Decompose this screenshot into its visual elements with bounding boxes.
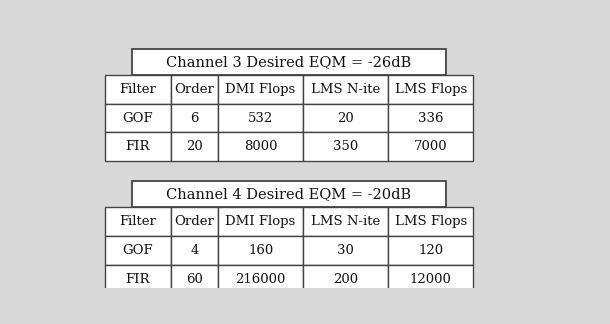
Bar [171,265,218,293]
Bar [171,104,218,133]
Text: FIR: FIR [126,140,150,153]
Text: DMI Flops: DMI Flops [226,83,296,96]
Bar [105,104,171,133]
Bar [105,207,171,236]
Text: FIR: FIR [126,272,150,285]
Text: GOF: GOF [123,111,153,125]
Text: Order: Order [174,215,214,228]
Bar [303,133,388,161]
Bar [303,104,388,133]
Text: 336: 336 [418,111,443,125]
Bar [218,133,303,161]
Text: Filter: Filter [120,83,156,96]
Text: 350: 350 [333,140,358,153]
Bar [388,265,473,293]
Text: Filter: Filter [120,215,156,228]
Bar [388,133,473,161]
Bar [388,75,473,104]
Bar [388,207,473,236]
Text: 120: 120 [418,244,443,257]
Text: 216000: 216000 [235,272,286,285]
Bar [132,181,446,207]
Text: 200: 200 [333,272,358,285]
Text: Order: Order [174,83,214,96]
Text: Channel 4 Desired EQM = -20dB: Channel 4 Desired EQM = -20dB [167,187,412,201]
Bar [171,133,218,161]
Bar [218,104,303,133]
Bar [388,104,473,133]
Text: 20: 20 [186,140,203,153]
Bar [218,236,303,265]
Text: LMS Flops: LMS Flops [395,215,467,228]
Text: 12000: 12000 [410,272,452,285]
Text: 6: 6 [190,111,199,125]
Bar [105,133,171,161]
Bar [303,236,388,265]
Bar [105,75,171,104]
Bar [303,265,388,293]
Bar [303,207,388,236]
Text: DMI Flops: DMI Flops [226,215,296,228]
Bar [303,75,388,104]
Bar [105,236,171,265]
Bar [105,265,171,293]
Text: GOF: GOF [123,244,153,257]
Bar [388,236,473,265]
Text: 20: 20 [337,111,354,125]
Text: 7000: 7000 [414,140,448,153]
Text: 160: 160 [248,244,273,257]
Text: 8000: 8000 [244,140,278,153]
Bar [171,75,218,104]
Bar [171,207,218,236]
Bar [218,265,303,293]
Text: LMS N-ite: LMS N-ite [311,215,381,228]
Text: LMS N-ite: LMS N-ite [311,83,381,96]
Text: LMS Flops: LMS Flops [395,83,467,96]
Text: 60: 60 [186,272,203,285]
Bar [218,207,303,236]
Bar [171,236,218,265]
Text: 30: 30 [337,244,354,257]
Bar [132,49,446,75]
Bar [218,75,303,104]
Text: 4: 4 [190,244,199,257]
Text: Channel 3 Desired EQM = -26dB: Channel 3 Desired EQM = -26dB [167,55,412,69]
Text: 532: 532 [248,111,273,125]
